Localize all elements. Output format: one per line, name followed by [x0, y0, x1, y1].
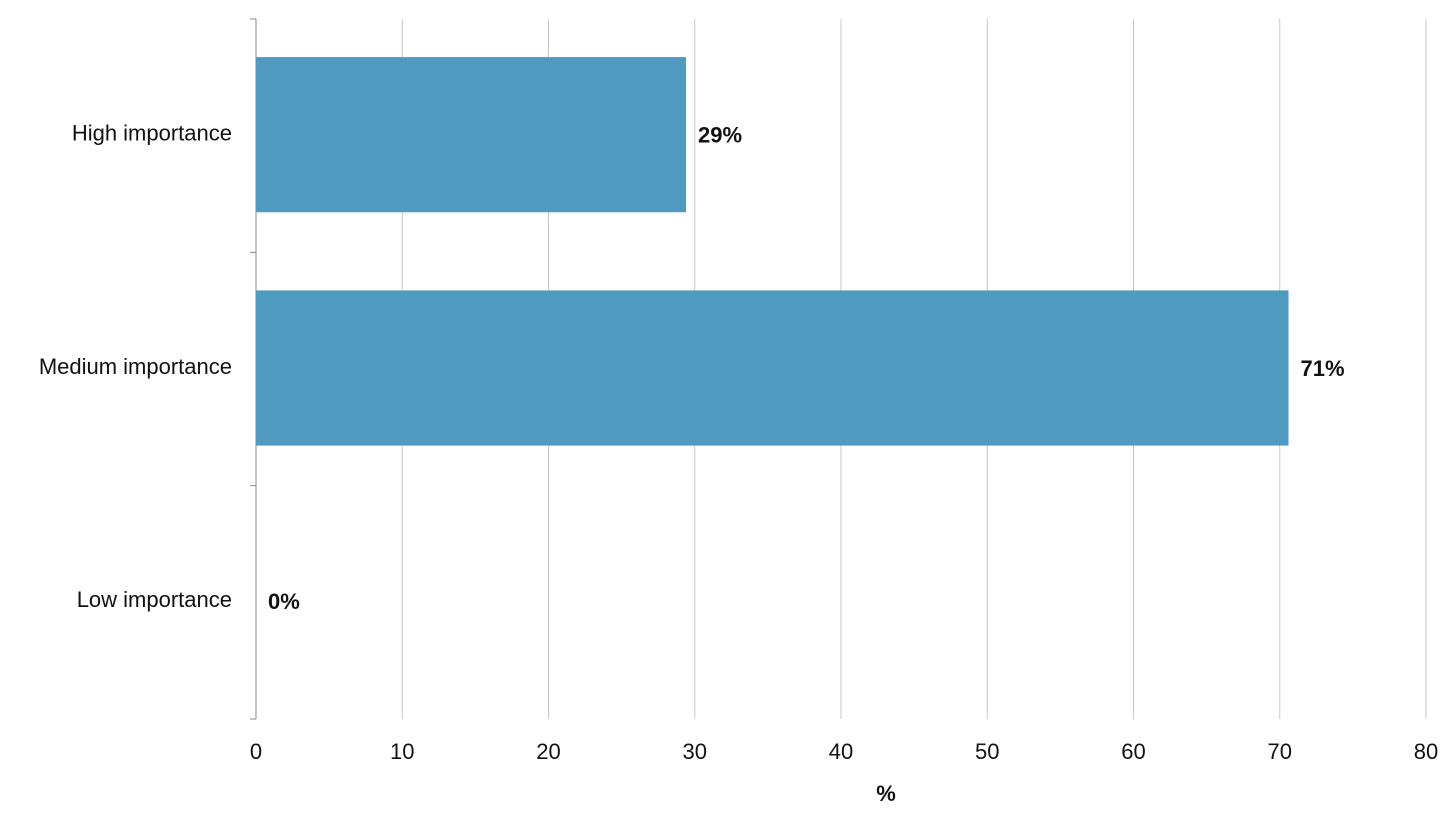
- bar: [256, 57, 686, 213]
- x-axis-label: %: [876, 781, 896, 806]
- bar: [256, 290, 1289, 446]
- y-tick-label: Low importance: [77, 587, 232, 612]
- x-tick-label: 40: [829, 739, 853, 764]
- x-tick-label: 70: [1268, 739, 1292, 764]
- x-tick-label: 10: [390, 739, 414, 764]
- x-tick-label: 60: [1121, 739, 1145, 764]
- y-tick-label: Medium importance: [39, 354, 232, 379]
- x-tick-label: 50: [975, 739, 999, 764]
- x-tick-label: 20: [536, 739, 560, 764]
- y-tick-label: High importance: [72, 120, 232, 145]
- x-tick-label: 80: [1414, 739, 1438, 764]
- value-label: 0%: [268, 589, 300, 614]
- value-label: 71%: [1301, 356, 1345, 381]
- x-tick-label: 30: [683, 739, 707, 764]
- value-label: 29%: [698, 122, 742, 147]
- x-tick-label: 0: [250, 739, 262, 764]
